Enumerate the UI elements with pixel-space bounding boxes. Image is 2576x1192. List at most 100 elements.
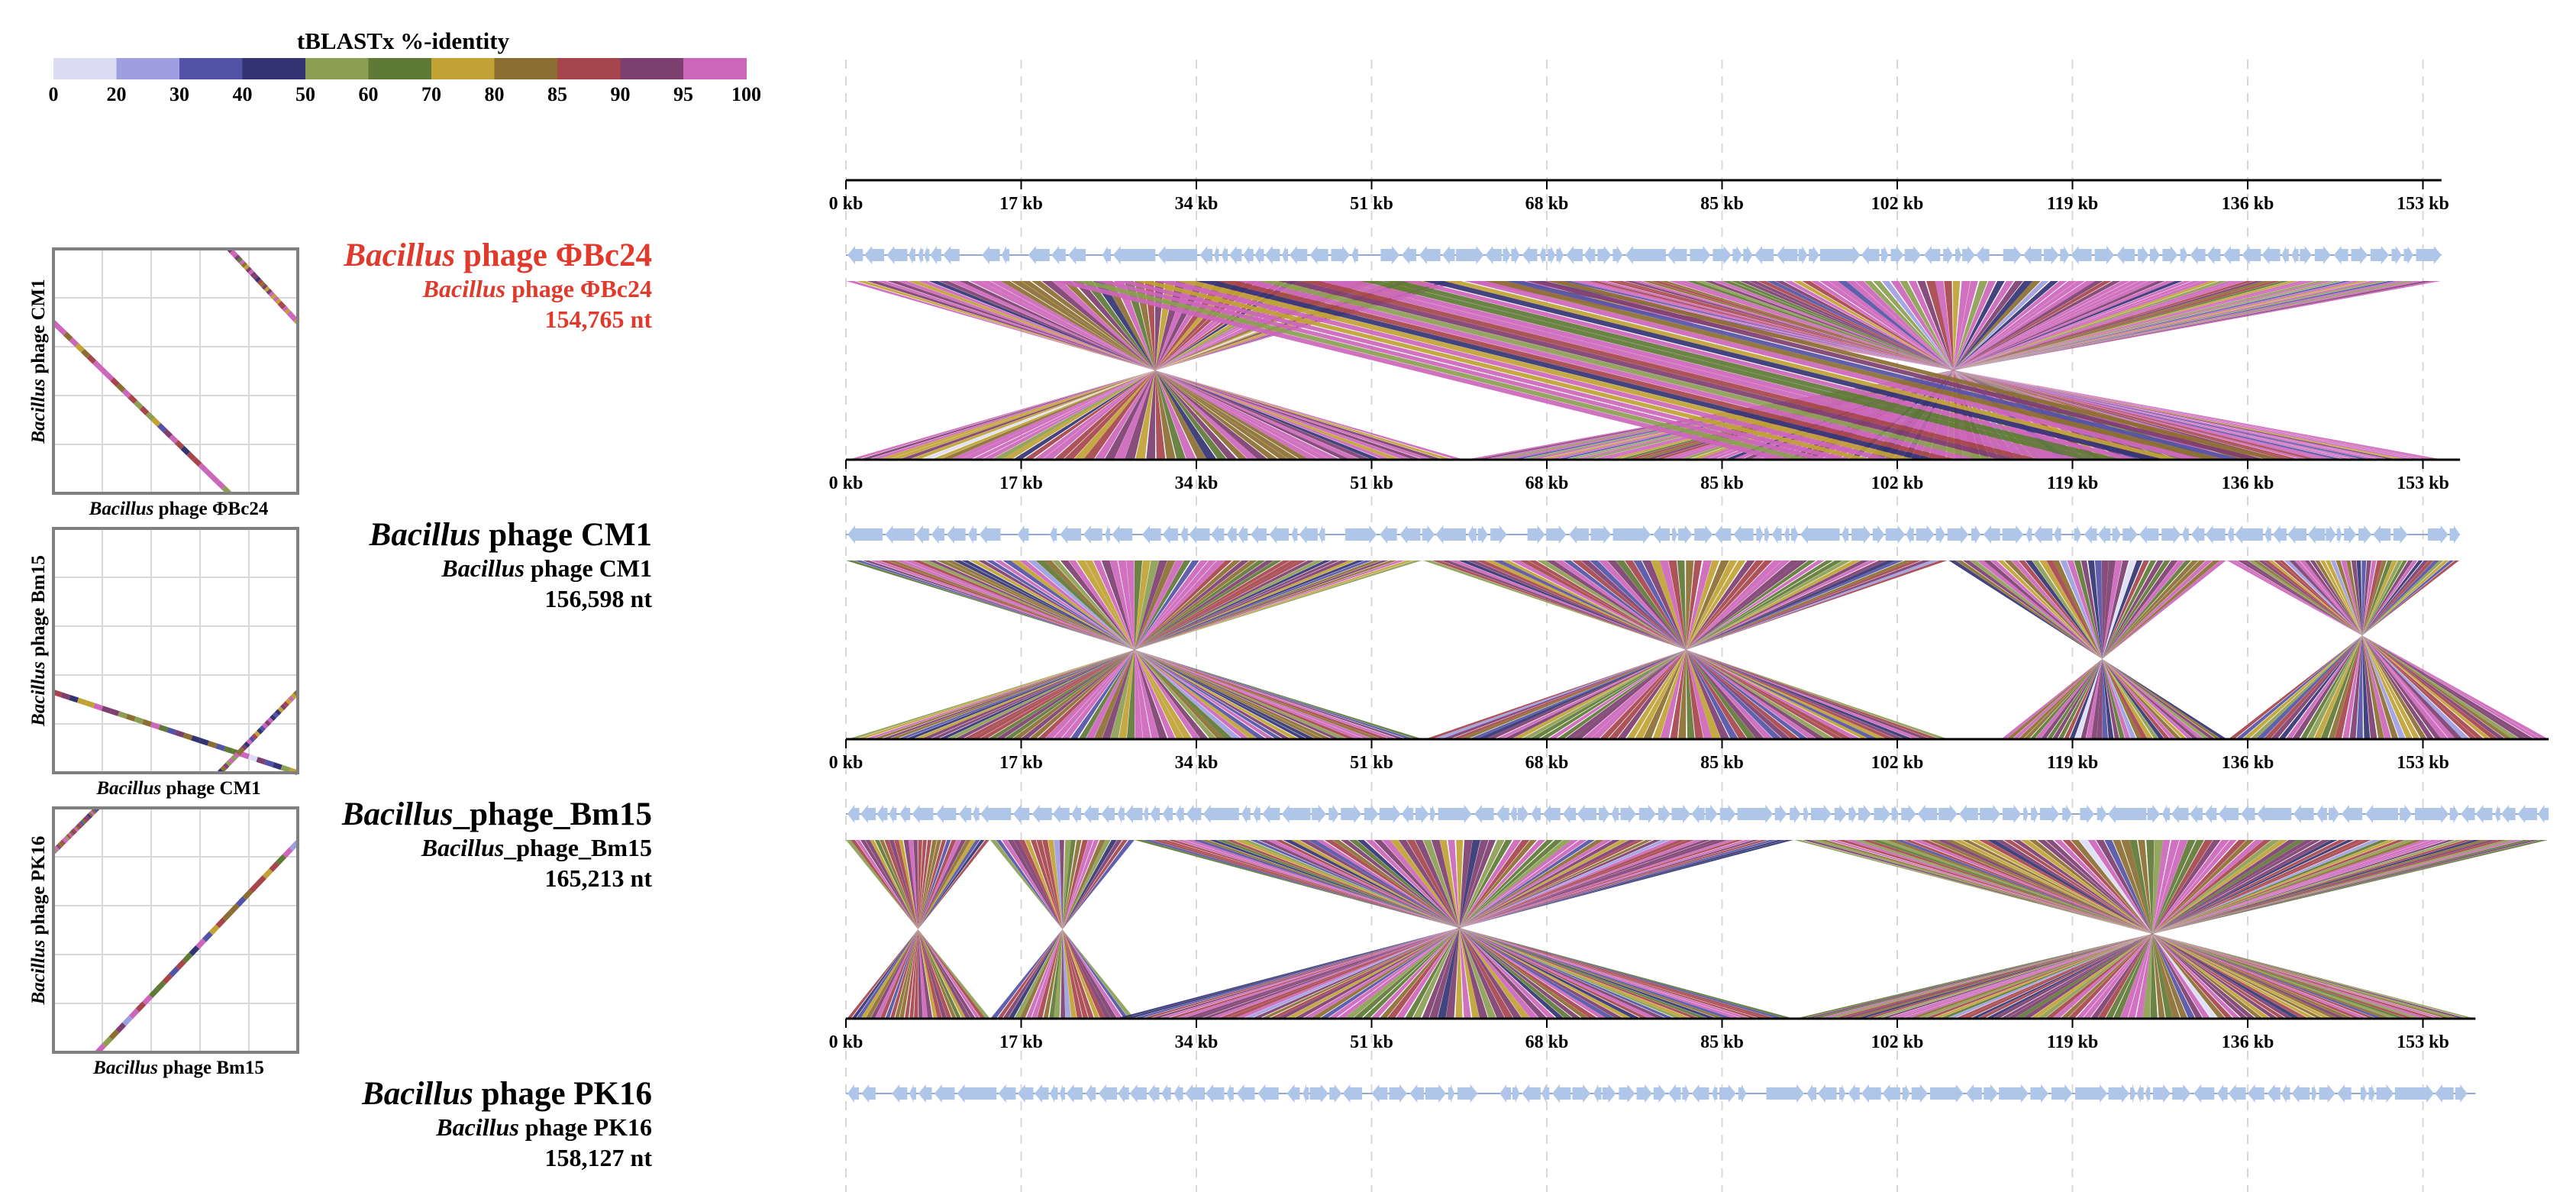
homology-ribbon (1167, 840, 1761, 1019)
homology-ribbon (2035, 560, 2185, 739)
gene-arrow (2136, 1084, 2144, 1103)
dot-plot-match (121, 389, 132, 399)
gene-arrow (1527, 525, 1545, 544)
gene-arrow (2130, 1084, 2136, 1103)
gene-arrow (980, 805, 1012, 823)
gene-arrow (1214, 246, 1219, 264)
homology-ribbon (1976, 560, 2205, 739)
gene-arrow (2300, 246, 2313, 264)
dot-plot-match (209, 474, 220, 484)
homology-ribbon (1997, 560, 2188, 739)
homology-ribbon (1606, 281, 2301, 460)
gene-arrow (1542, 805, 1561, 823)
dot-plot-match (174, 729, 185, 738)
gene-arrow (1238, 525, 1248, 544)
gene-arrow (1599, 805, 1610, 823)
dot-plot-match (235, 749, 243, 756)
dot-plot-match (163, 428, 173, 438)
homology-ribbon (847, 560, 1422, 739)
gene-arrow (1142, 525, 1161, 544)
homology-ribbon (1324, 840, 1599, 1019)
gene-arrow (2351, 246, 2368, 264)
dot-plot-match (290, 693, 298, 699)
gene-arrow (1401, 805, 1414, 823)
dot-plot-match (91, 809, 97, 815)
homology-ribbon (2248, 560, 2520, 739)
gene-arrow (1329, 1084, 1342, 1103)
gene-arrow (885, 525, 915, 544)
dot-plot-match (66, 834, 72, 839)
homology-ribbon (1398, 840, 1522, 1019)
gene-arrow (2337, 1084, 2352, 1103)
gene-arrow (1917, 805, 1938, 823)
homology-ribbon (1929, 281, 1978, 460)
axis-tick-label: 85 kb (1700, 753, 1744, 773)
dot-plot-match (63, 836, 69, 842)
gene-arrow (2116, 246, 2135, 264)
homology-ribbon (847, 281, 1463, 460)
gene-arrow (1221, 246, 1228, 264)
homology-ribbon (2004, 560, 2182, 739)
homology-ribbon (2278, 560, 2423, 739)
homology-ribbon (1159, 840, 1769, 1019)
homology-ribbon (2075, 840, 2237, 1019)
gene-arrow (1228, 246, 1242, 264)
gene-arrow (861, 1084, 876, 1103)
gene-arrow (1800, 525, 1840, 544)
homology-ribbon (1995, 840, 2294, 1019)
homology-ribbon (2232, 560, 2542, 739)
homology-ribbon (2087, 560, 2114, 739)
homology-ribbon (1114, 281, 1853, 460)
dot-plot-x-label: Bacillus phage CM1 (95, 778, 260, 799)
genome-title: Bacillus_phage_Bm15 (341, 796, 652, 832)
gene-arrow (972, 805, 980, 823)
homology-ribbon (1425, 560, 1948, 739)
gene-arrow (2460, 805, 2475, 823)
legend-title: tBLASTx %-identity (297, 27, 510, 54)
gene-arrow (2455, 1084, 2468, 1103)
axis-tick-label: 136 kb (2222, 473, 2274, 493)
homology-ribbon (2051, 840, 2264, 1019)
homology-ribbon (1900, 281, 2008, 460)
dot-plot-match (282, 305, 289, 312)
homology-ribbon (2011, 560, 2177, 739)
homology-ribbon (1978, 840, 2310, 1019)
dot-plot-match (128, 394, 137, 405)
genome-length: 158,127 nt (545, 1144, 653, 1171)
gene-arrow (2039, 805, 2060, 823)
homology-ribbon (1445, 840, 1473, 1019)
gene-arrow (2372, 525, 2391, 544)
dot-plot-match (282, 847, 293, 858)
gene-arrow (1602, 1084, 1616, 1103)
homology-ribbon (1839, 281, 2068, 460)
homology-ribbon (2341, 560, 2392, 739)
gene-arrow (1050, 525, 1057, 544)
gene-arrow (1593, 1084, 1602, 1103)
axis-tick-label: 153 kb (2397, 1032, 2449, 1052)
homology-ribbon (2263, 560, 2434, 739)
axis-tick-label: 119 kb (2047, 473, 2098, 493)
homology-ribbon (1970, 840, 2355, 1019)
homology-ribbon (2315, 560, 2428, 739)
gene-arrow (2026, 525, 2032, 544)
homology-ribbon (1352, 840, 1563, 1019)
axis-tick-label: 68 kb (1525, 473, 1569, 493)
homology-ribbon (1348, 840, 1574, 1019)
legend-swatch (368, 58, 432, 79)
dot-plot-match (104, 371, 115, 382)
genome-title: Bacillus phage ΦBc24 (343, 237, 652, 273)
gene-arrow (1112, 525, 1133, 544)
dot-plot-match (245, 267, 252, 273)
homology-ribbon (2291, 560, 2413, 739)
homology-ribbon (1884, 281, 2023, 460)
homology-ribbon (2080, 560, 2119, 739)
gene-arrow (1264, 246, 1280, 264)
gene-arrow (2002, 525, 2024, 544)
dot-plot-match (223, 745, 234, 754)
gene-arrow (1254, 246, 1264, 264)
gene-arrow (876, 805, 888, 823)
homology-ribbon (1777, 281, 2130, 460)
homology-ribbon (1437, 840, 1481, 1019)
gene-arrow (1712, 246, 1732, 264)
gene-arrow (1638, 805, 1656, 823)
